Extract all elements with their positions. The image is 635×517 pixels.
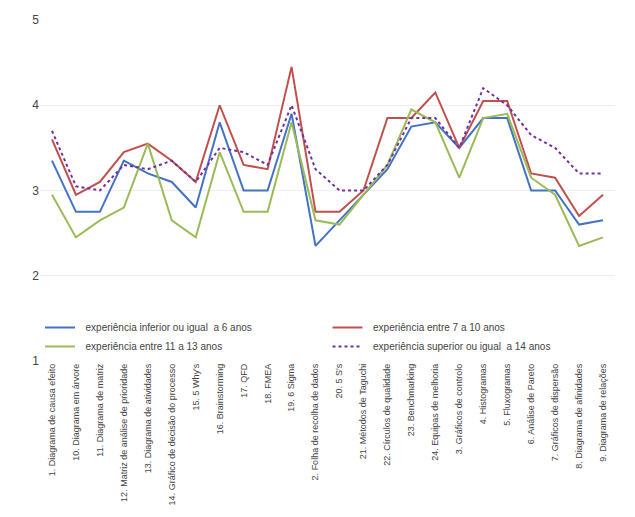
svg-text:20. 5 S's: 20. 5 S's [334,363,344,398]
svg-text:4: 4 [32,98,39,112]
svg-text:1: 1 [32,354,39,368]
svg-text:24. Equipas de melhoria: 24. Equipas de melhoria [430,364,440,461]
svg-text:21. Métodos de Taguchi: 21. Métodos de Taguchi [358,364,368,459]
svg-text:23. Benchmarking: 23. Benchmarking [406,364,416,437]
svg-text:2: 2 [32,269,39,283]
svg-text:1. Diagrama de causa efeito: 1. Diagrama de causa efeito [47,364,57,477]
svg-text:14. Gráfico de decisão do proc: 14. Gráfico de decisão do processo [167,364,177,506]
svg-text:22. Círculos de qualidade: 22. Círculos de qualidade [382,364,392,466]
svg-text:2. Folha de recolha de dados: 2. Folha de recolha de dados [310,363,320,480]
svg-text:6. Análise de Pareto: 6. Análise de Pareto [526,364,536,445]
svg-text:16. Brainstorming: 16. Brainstorming [215,364,225,435]
svg-text:3: 3 [32,184,39,198]
svg-text:15. 5 Why's: 15. 5 Why's [191,363,201,410]
svg-text:18. FMEA: 18. FMEA [263,364,273,404]
svg-text:experiência entre 7 a 10 anos: experiência entre 7 a 10 anos [368,322,505,333]
svg-text:5: 5 [32,13,39,27]
svg-text:experiência entre 11 a 13 anos: experiência entre 11 a 13 anos [80,341,222,352]
svg-text:3. Gráficos de controlo: 3. Gráficos de controlo [454,364,464,455]
svg-text:4. Histogramas: 4. Histogramas [478,363,488,424]
svg-text:experiência inferior ou igual: experiência inferior ou igual a 6 anos [80,322,252,333]
svg-text:9. Diagrama de relações: 9. Diagrama de relações [598,363,608,462]
svg-text:experiência superior ou igual: experiência superior ou igual a 14 anos [368,341,551,352]
svg-text:8. Diagrama de afinidades: 8. Diagrama de afinidades [574,363,584,469]
svg-text:10. Diagrama em árvore: 10. Diagrama em árvore [71,364,81,461]
svg-text:5. Fluxogramas: 5. Fluxogramas [502,363,512,426]
svg-text:12. Matriz de análise de prior: 12. Matriz de análise de prioridade [119,364,129,502]
svg-text:13. Diagrama de atividades: 13. Diagrama de atividades [143,363,153,473]
svg-text:11. Diagrama de matriz: 11. Diagrama de matriz [95,363,105,456]
svg-text:19. 6 Sigma: 19. 6 Sigma [286,364,296,412]
svg-text:7. Gráficos de dispersão: 7. Gráficos de dispersão [550,364,560,462]
svg-text:17. QFD: 17. QFD [239,363,249,398]
